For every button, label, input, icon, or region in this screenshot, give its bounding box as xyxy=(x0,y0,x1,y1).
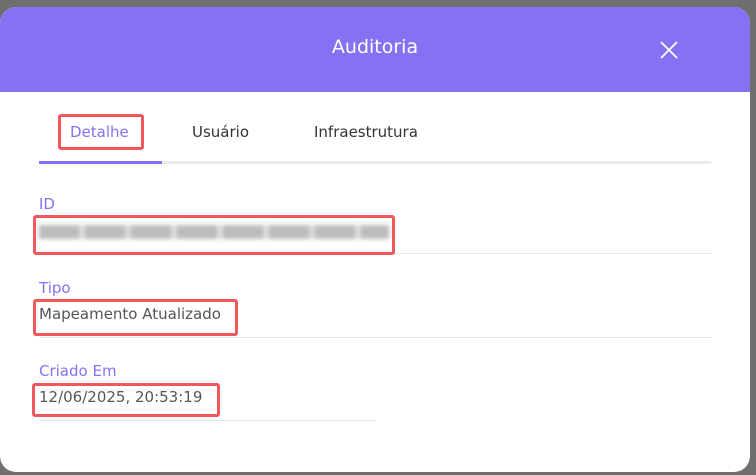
modal-title: Auditoria xyxy=(331,36,419,58)
criado-em-value: 12/06/2025, 20:53:19 xyxy=(39,388,203,406)
tab-bar: Detalhe Usuário Infraestrutura xyxy=(39,115,711,164)
id-value-blurred xyxy=(39,225,389,239)
id-label: ID xyxy=(39,195,55,213)
tipo-label: Tipo xyxy=(39,279,71,297)
modal-header: Auditoria xyxy=(0,7,750,92)
audit-modal: Auditoria Detalhe Usuário Infraestrutura… xyxy=(0,7,750,472)
highlight-box-tab xyxy=(58,114,144,150)
criado-em-label: Criado Em xyxy=(39,362,117,380)
tab-usuario[interactable]: Usuário xyxy=(192,123,250,141)
field-criado-em: Criado Em 12/06/2025, 20:53:19 xyxy=(39,362,375,421)
tab-infraestrutura[interactable]: Infraestrutura xyxy=(314,123,418,141)
field-tipo: Tipo Mapeamento Atualizado xyxy=(39,279,711,338)
active-tab-indicator xyxy=(39,161,162,164)
highlight-box-id xyxy=(33,215,395,255)
highlight-box-criado-em xyxy=(32,383,220,417)
tipo-value: Mapeamento Atualizado xyxy=(39,305,221,323)
close-icon[interactable] xyxy=(658,39,680,61)
tab-detalhe[interactable]: Detalhe xyxy=(70,123,129,141)
highlight-box-tipo xyxy=(33,299,238,336)
